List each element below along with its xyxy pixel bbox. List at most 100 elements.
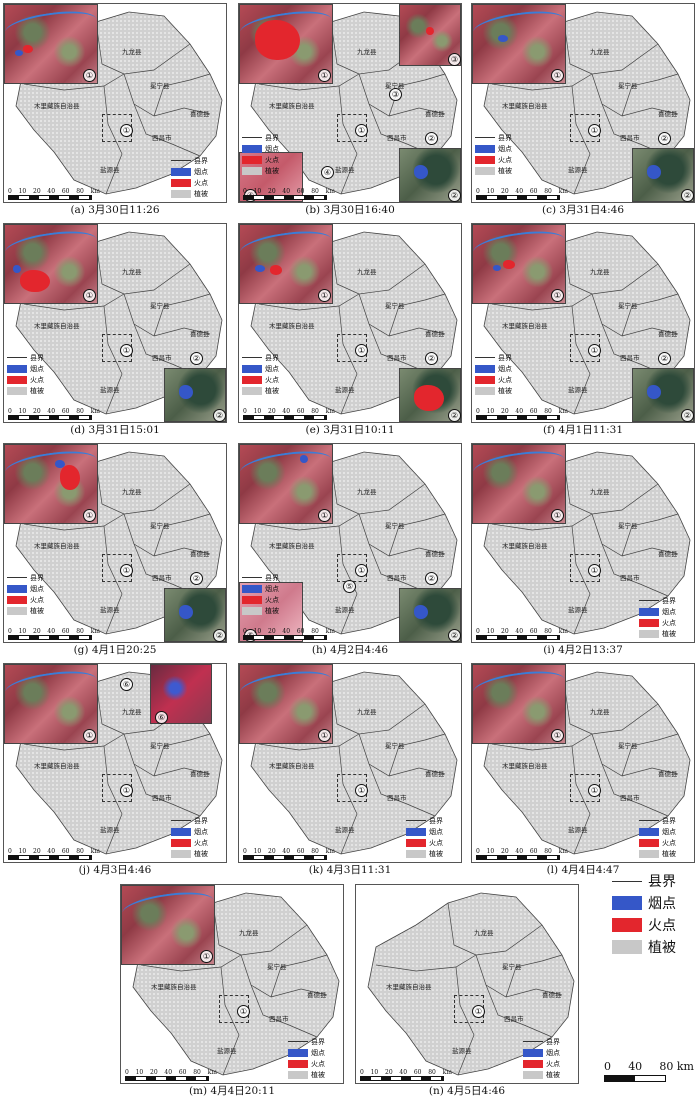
panel-legend: 县界 烟点 火点 植被 <box>7 572 59 616</box>
county-label-xichang: 西昌市 <box>152 134 172 142</box>
county-label-muli: 木里藏族自治县 <box>502 322 548 330</box>
legend-veg: 植被 <box>171 848 223 859</box>
inset-marker-1: ① <box>551 289 564 302</box>
legend-swatch <box>475 357 495 358</box>
county-label-xide: 喜德县 <box>190 550 210 558</box>
panel-caption: (k) 4月3日11:31 <box>308 864 392 876</box>
legend-county: 县界 <box>242 132 294 143</box>
map-panel: 九龙县 木里藏族自治县 冕宁县 喜德县 西昌市 盐源县 ① ① 县界 烟点 火点 植被 0 10 20 40 6… <box>471 663 695 877</box>
legend-swatch <box>288 1041 308 1042</box>
scale-bar-graphic <box>476 635 560 640</box>
river-line <box>472 6 567 45</box>
scale-bar: 0 10 20 40 60 80 km <box>243 188 335 200</box>
county-label-xide: 喜德县 <box>658 110 678 118</box>
county-boundary <box>258 73 360 91</box>
legend-swatch <box>171 849 191 858</box>
smoke-area <box>414 605 428 619</box>
river-line <box>4 446 99 485</box>
legend-county: 县界 <box>288 1036 340 1047</box>
county-boundary <box>388 73 446 117</box>
county-label-mianning: 冕宁县 <box>150 522 170 530</box>
county-label-xide: 喜德县 <box>307 991 327 999</box>
county-label-yanyuan: 盐源县 <box>568 826 588 834</box>
marker-1: ① <box>355 344 368 357</box>
legend-fire: 火点 <box>406 837 458 848</box>
legend-swatch <box>242 606 262 615</box>
county-boundary <box>368 763 436 817</box>
legend-swatch <box>406 838 426 847</box>
marker-4: ④ <box>321 166 334 179</box>
inset-marker-2: ② <box>681 189 694 202</box>
scale-ticks: 0 10 20 40 60 80 km <box>360 1069 452 1076</box>
marker-1: ① <box>588 564 601 577</box>
legend-fire: 火点 <box>7 374 59 385</box>
inset-marker-1: ① <box>83 69 96 82</box>
global-legend-county: 县界 <box>612 870 676 892</box>
inset-marker-1: ① <box>318 729 331 742</box>
county-boundary <box>601 543 669 597</box>
panel-caption: (m) 4月4日20:11 <box>188 1085 276 1097</box>
panel-caption: (c) 3月31日4:46 <box>541 204 625 216</box>
satellite-inset-2: ② <box>632 368 694 422</box>
legend-veg: 植被 <box>7 385 59 396</box>
panel-caption: (j) 4月3日4:46 <box>78 864 152 876</box>
smoke-area <box>498 35 508 42</box>
county-label-xide: 喜德县 <box>425 550 445 558</box>
legend-smoke: 烟点 <box>288 1047 340 1058</box>
legend-fire: 火点 <box>475 374 527 385</box>
marker-2: ② <box>190 572 203 585</box>
marker-6: ⑥ <box>120 678 133 691</box>
inset-marker-1: ① <box>318 289 331 302</box>
map-frame: 九龙县 木里藏族自治县 冕宁县 喜德县 西昌市 盐源县 ① ① 县界 烟点 火点 植被 0 10 20 40 6… <box>238 663 462 863</box>
county-label-muli: 木里藏族自治县 <box>34 542 80 550</box>
legend-swatch <box>171 189 191 198</box>
inset-marker-1: ① <box>200 950 213 963</box>
county-label-mianning: 冕宁县 <box>618 742 638 750</box>
county-boundary <box>621 293 679 337</box>
smoke-area <box>493 265 501 271</box>
map-frame: 九龙县 木里藏族自治县 冕宁县 喜德县 西昌市 盐源县 ① ① ② ② 县界 烟点 火点 植被 0 10 20 4… <box>3 443 227 643</box>
panel-legend: 县界 烟点 火点 植被 <box>242 572 294 616</box>
county-label-xichang: 西昌市 <box>620 354 640 362</box>
county-label-xide: 喜德县 <box>658 770 678 778</box>
scale-bar: 0 10 20 40 60 80 km <box>476 848 568 860</box>
legend-swatch <box>7 364 27 373</box>
county-boundary <box>258 513 360 531</box>
panel-legend: 县界 烟点 火点 植被 <box>171 155 223 199</box>
county-label-muli: 木里藏族自治县 <box>502 542 548 550</box>
smoke-swatch <box>612 896 642 910</box>
smoke-area <box>15 50 23 56</box>
county-label-jiulong: 九龙县 <box>357 488 377 496</box>
river-line <box>239 666 334 705</box>
panel-legend: 县界 烟点 火点 植被 <box>523 1036 575 1080</box>
scale-ticks: 0 10 20 40 60 80 km <box>476 408 568 415</box>
county-label-xichang: 西昌市 <box>620 574 640 582</box>
legend-veg: 植被 <box>242 165 294 176</box>
scale-bar: 0 10 20 40 60 80 km <box>476 408 568 420</box>
marker-2: ② <box>190 352 203 365</box>
county-boundary <box>485 984 553 1038</box>
legend-county: 县界 <box>475 132 527 143</box>
legend-swatch <box>7 577 27 578</box>
inset-marker-1: ① <box>83 289 96 302</box>
county-label-muli: 木里藏族自治县 <box>502 102 548 110</box>
map-frame: 九龙县 木里藏族自治县 冕宁县 喜德县 西昌市 盐源县 ① ① 县界 烟点 火点 植被 0 10 20 40 6… <box>3 3 227 203</box>
county-line-swatch <box>612 880 642 882</box>
county-boundary <box>153 513 211 557</box>
river-line <box>472 446 567 485</box>
panel-caption: (d) 3月31日15:01 <box>70 424 160 436</box>
panel-caption: (a) 3月30日11:26 <box>70 204 160 216</box>
county-label-xide: 喜德县 <box>542 991 562 999</box>
scale-bar-graphic <box>8 635 92 640</box>
scale-bar-graphic <box>243 195 327 200</box>
legend-swatch <box>242 386 262 395</box>
scale-bar: 0 10 20 40 60 80 km <box>476 188 568 200</box>
county-label-xichang: 西昌市 <box>387 354 407 362</box>
global-legend-fire: 火点 <box>612 914 676 936</box>
county-label-yanyuan: 盐源县 <box>568 166 588 174</box>
satellite-inset-1: ① <box>472 444 567 524</box>
fire-area <box>23 45 33 53</box>
scale-bar: 0 10 20 40 60 80 km <box>243 628 335 640</box>
legend-county: 县界 <box>171 815 223 826</box>
county-label-jiulong: 九龙县 <box>590 708 610 716</box>
